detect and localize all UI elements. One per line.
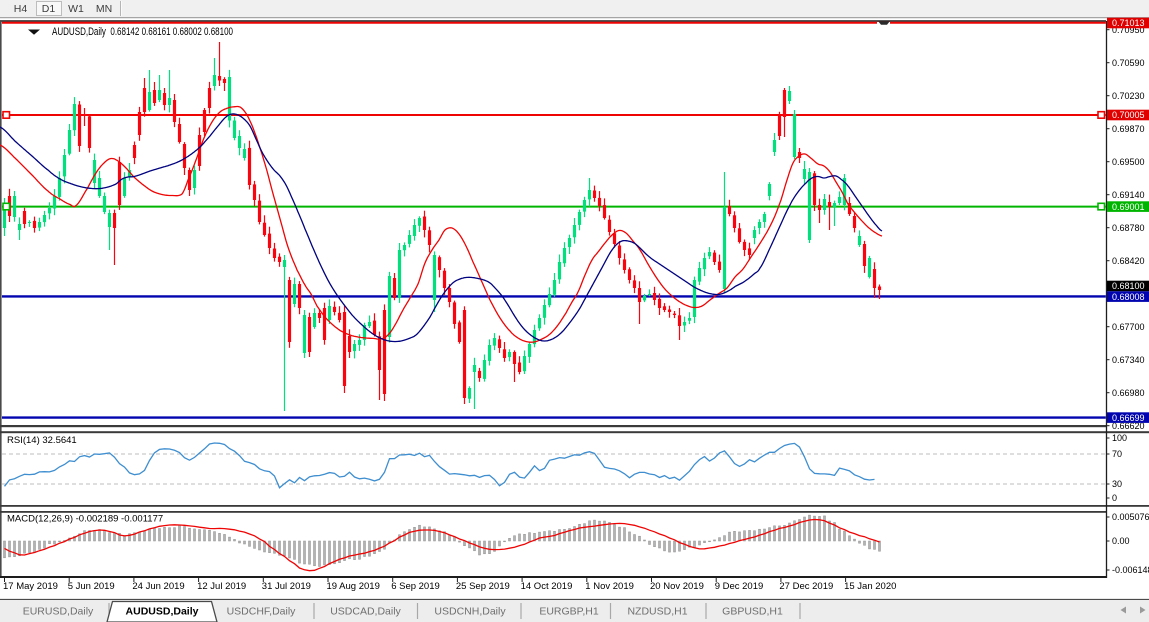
svg-text:15 Jan 2020: 15 Jan 2020: [844, 581, 896, 592]
svg-text:70: 70: [1112, 449, 1122, 459]
svg-text:0.70230: 0.70230: [1112, 91, 1145, 101]
svg-text:0.69870: 0.69870: [1112, 124, 1145, 134]
svg-text:0.70950: 0.70950: [1112, 25, 1145, 35]
svg-text:MACD(12,26,9) -0.002189 -0.001: MACD(12,26,9) -0.002189 -0.001177: [7, 514, 163, 525]
svg-text:EURGBP,H1: EURGBP,H1: [539, 606, 598, 618]
svg-text:0.68780: 0.68780: [1112, 223, 1145, 233]
svg-text:0.66980: 0.66980: [1112, 388, 1145, 398]
svg-text:AUDUSD,Daily 0.68142 0.68161: AUDUSD,Daily 0.68142 0.68161 0.68002 0.6…: [52, 26, 233, 38]
svg-text:0.69001: 0.69001: [1112, 202, 1145, 212]
svg-text:0.71013: 0.71013: [1112, 18, 1145, 28]
svg-text:D1: D1: [42, 3, 56, 15]
svg-text:20 Nov 2019: 20 Nov 2019: [650, 581, 704, 592]
svg-text:H4: H4: [14, 3, 28, 15]
svg-text:14 Oct 2019: 14 Oct 2019: [521, 581, 573, 592]
svg-text:MN: MN: [96, 3, 112, 15]
svg-text:0.00: 0.00: [1112, 536, 1130, 546]
svg-text:0.66620: 0.66620: [1112, 421, 1145, 431]
svg-text:0.005076: 0.005076: [1112, 512, 1149, 522]
svg-text:USDCHF,Daily: USDCHF,Daily: [227, 606, 297, 618]
svg-text:0.68420: 0.68420: [1112, 256, 1145, 266]
svg-text:19 Aug 2019: 19 Aug 2019: [327, 581, 380, 592]
svg-text:6 Sep 2019: 6 Sep 2019: [391, 581, 440, 592]
svg-text:USDCAD,Daily: USDCAD,Daily: [330, 606, 401, 618]
svg-text:0.70005: 0.70005: [1112, 110, 1145, 120]
svg-text:0.68008: 0.68008: [1112, 292, 1145, 302]
svg-text:9 Dec 2019: 9 Dec 2019: [715, 581, 764, 592]
svg-text:RSI(14) 32.5641: RSI(14) 32.5641: [7, 435, 77, 446]
svg-text:31 Jul 2019: 31 Jul 2019: [262, 581, 311, 592]
svg-text:NZDUSD,H1: NZDUSD,H1: [627, 606, 687, 618]
svg-text:27 Dec 2019: 27 Dec 2019: [779, 581, 833, 592]
svg-text:0.68100: 0.68100: [1112, 281, 1145, 291]
svg-text:100: 100: [1112, 433, 1127, 443]
svg-text:5 Jun 2019: 5 Jun 2019: [68, 581, 115, 592]
svg-text:0.67340: 0.67340: [1112, 355, 1145, 365]
svg-text:0: 0: [1112, 493, 1117, 503]
svg-text:0.69140: 0.69140: [1112, 190, 1145, 200]
svg-text:0.67700: 0.67700: [1112, 322, 1145, 332]
svg-text:24 Jun 2019: 24 Jun 2019: [132, 581, 184, 592]
svg-text:12 Jul 2019: 12 Jul 2019: [197, 581, 246, 592]
svg-text:1 Nov 2019: 1 Nov 2019: [585, 581, 634, 592]
svg-text:0.70590: 0.70590: [1112, 58, 1145, 68]
svg-text:USDCNH,Daily: USDCNH,Daily: [434, 606, 506, 618]
svg-text:17 May 2019: 17 May 2019: [3, 581, 58, 592]
svg-text:GBPUSD,H1: GBPUSD,H1: [722, 606, 783, 618]
svg-text:25 Sep 2019: 25 Sep 2019: [456, 581, 510, 592]
svg-text:EURUSD,Daily: EURUSD,Daily: [23, 606, 94, 618]
svg-text:30: 30: [1112, 479, 1122, 489]
svg-text:-0.006148: -0.006148: [1112, 565, 1149, 575]
svg-text:W1: W1: [68, 3, 84, 15]
svg-text:0.66699: 0.66699: [1112, 413, 1145, 423]
svg-text:AUDUSD,Daily: AUDUSD,Daily: [126, 606, 199, 618]
svg-text:0.69500: 0.69500: [1112, 157, 1145, 167]
